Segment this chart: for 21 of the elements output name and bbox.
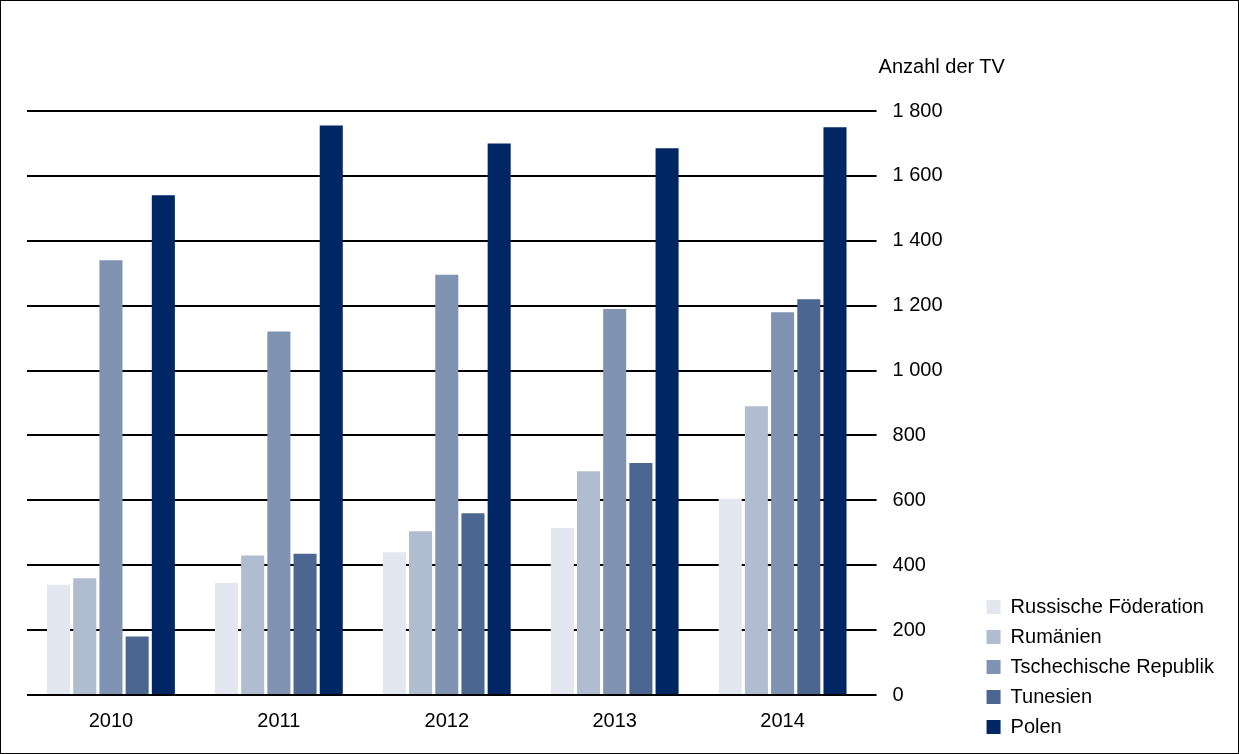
y-tick-label: 0 — [892, 682, 904, 705]
y-tick-label: 1 800 — [892, 98, 943, 121]
legend-label: Tschechische Republik — [1010, 654, 1215, 677]
y-tick-label: 600 — [892, 487, 926, 510]
x-tick-label: 2013 — [592, 708, 637, 731]
y-tick-label: 1 400 — [892, 228, 943, 251]
legend-label: Polen — [1010, 714, 1062, 737]
y-tick-label: 1 200 — [892, 293, 943, 316]
y-axis-title: Anzahl der TV — [878, 54, 1006, 77]
legend-label: Russische Föderation — [1010, 594, 1204, 617]
y-tick-label: 800 — [892, 422, 926, 445]
x-tick-label: 2010 — [88, 708, 134, 731]
x-tick-label: 2011 — [257, 708, 301, 731]
y-tick-label: 1 000 — [892, 358, 943, 381]
x-tick-label: 2014 — [760, 708, 805, 731]
y-tick-label: 1 600 — [892, 163, 943, 186]
y-tick-label: 200 — [892, 617, 926, 640]
legend-label: Rumänien — [1010, 624, 1102, 647]
y-tick-label: 400 — [892, 552, 926, 575]
x-tick-label: 2012 — [424, 708, 470, 731]
legend-label: Tunesien — [1010, 684, 1093, 707]
